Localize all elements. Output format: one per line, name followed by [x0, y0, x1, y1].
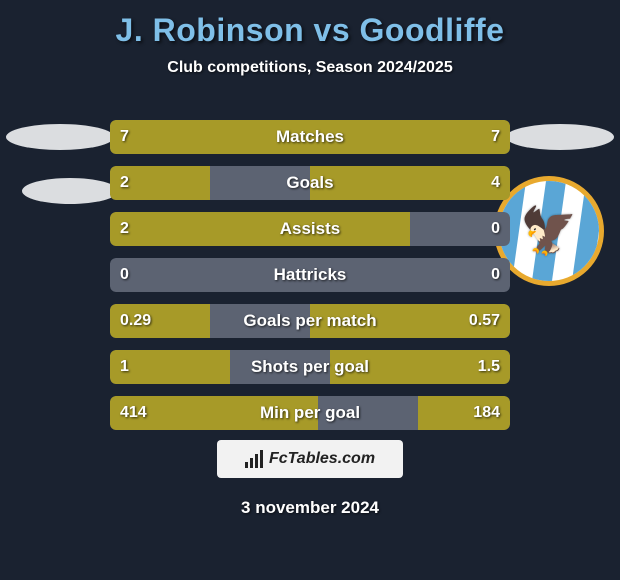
stat-value-left: 2: [120, 166, 129, 200]
stat-row: 414184Min per goal: [110, 396, 510, 430]
stat-value-right: 4: [491, 166, 500, 200]
stat-bar-right: [310, 120, 510, 154]
stat-bar-left: [110, 120, 310, 154]
stat-value-right: 1.5: [478, 350, 500, 384]
player-silhouette-ellipse: [22, 178, 118, 204]
infographic: J. Robinson vs Goodliffe Club competitio…: [0, 0, 620, 580]
stat-row-base: [110, 258, 510, 292]
stat-value-left: 414: [120, 396, 147, 430]
stat-row: 20Assists: [110, 212, 510, 246]
stat-value-right: 7: [491, 120, 500, 154]
bar-chart-icon: [245, 450, 263, 468]
stat-value-right: 0: [491, 212, 500, 246]
stat-value-left: 2: [120, 212, 129, 246]
stat-row: 00Hattricks: [110, 258, 510, 292]
stat-row: 11.5Shots per goal: [110, 350, 510, 384]
stat-value-left: 1: [120, 350, 129, 384]
stat-value-left: 0: [120, 258, 129, 292]
page-title: J. Robinson vs Goodliffe: [0, 0, 620, 49]
player-silhouette-ellipse: [506, 124, 614, 150]
stats-panel: 77Matches24Goals20Assists00Hattricks0.29…: [110, 120, 510, 442]
club-badge-colchester: 🦅: [494, 176, 604, 286]
stat-value-left: 7: [120, 120, 129, 154]
player-silhouette-ellipse: [6, 124, 114, 150]
stat-row: 24Goals: [110, 166, 510, 200]
date-text: 3 november 2024: [0, 498, 620, 518]
subtitle: Club competitions, Season 2024/2025: [0, 59, 620, 77]
fctables-logo: FcTables.com: [217, 440, 403, 478]
stat-row: 77Matches: [110, 120, 510, 154]
eagle-icon: 🦅: [520, 204, 577, 259]
stat-value-right: 0: [491, 258, 500, 292]
stat-value-right: 184: [473, 396, 500, 430]
stat-bar-right: [310, 166, 510, 200]
stat-value-left: 0.29: [120, 304, 151, 338]
stat-bar-left: [110, 212, 410, 246]
stat-row: 0.290.57Goals per match: [110, 304, 510, 338]
stat-value-right: 0.57: [469, 304, 500, 338]
brand-text: FcTables.com: [269, 450, 375, 468]
